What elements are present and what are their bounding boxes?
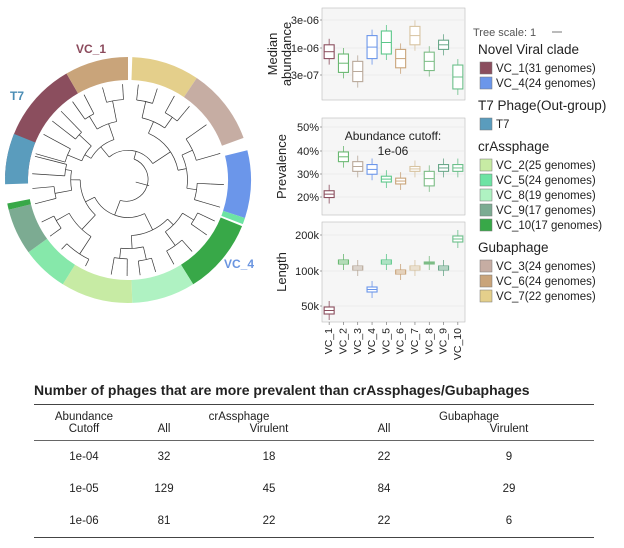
tree-labels: VC_1 T7 VC_4: [10, 42, 254, 271]
legend-group-title: Novel Viral clade: [478, 42, 579, 57]
prevalence-annotation-value: 1e-06: [378, 144, 409, 158]
ring-segment-vc2: [62, 264, 133, 304]
ring-segment-vc4: [223, 150, 251, 219]
table-row: 1e-04 32 18 22 9: [34, 440, 594, 473]
table-row: 1e-05 129 45 84 29: [69, 483, 516, 495]
legend-item-label: T7: [496, 119, 509, 131]
legend-group-title: crAssphage: [478, 139, 549, 154]
x-tick-label: VC_9: [438, 328, 450, 354]
tree-label-vc1: VC_1: [76, 42, 106, 56]
table-row: 1e-06 81 22 22 6: [34, 505, 594, 538]
tick-abundance: 1e-06: [291, 43, 319, 55]
ylabel-abundance: abundance: [279, 22, 294, 86]
tree-scale-label: Tree scale: 1: [473, 27, 536, 39]
ring-segment-vc5: [221, 210, 245, 225]
header-cutoff: Cutoff: [68, 423, 100, 435]
tick-prevalence: 30%: [297, 169, 319, 181]
legend-item-label: VC_7(22 genomes): [496, 291, 596, 303]
legend-swatch: [479, 158, 493, 172]
summary-table-block: Number of phages that are more prevalent…: [34, 382, 594, 538]
x-tick-label: VC_10: [452, 328, 464, 360]
legend-swatch: [479, 203, 493, 217]
x-tick-label: VC_7: [409, 328, 421, 354]
legend-item-label: VC_6(24 genomes): [496, 276, 596, 288]
ring-segment-vc7: [131, 57, 197, 98]
figure: VC_1 T7 VC_4 3e-06 1e-06 3e-07 Median abundanc…: [5, 7, 606, 360]
legend-swatch: [479, 61, 493, 75]
subheader-crass-virulent: Virulent: [249, 423, 289, 435]
legend-group-title: T7 Phage(Out-group): [478, 98, 606, 113]
legend-item-label: VC_9(17 genomes): [496, 205, 596, 217]
ring-segment-vc8: [131, 264, 194, 303]
legend-item-label: VC_8(19 genomes): [496, 190, 596, 202]
legend-swatch: [479, 76, 493, 90]
legend-swatch: [479, 117, 493, 131]
table-title: Number of phages that are more prevalent…: [34, 382, 530, 398]
tree-label-vc4: VC_4: [224, 257, 254, 271]
tick-prevalence: 40%: [297, 146, 319, 158]
x-tick-label: VC_4: [366, 328, 378, 354]
ring-segment-vc9: [8, 204, 48, 253]
header-abundance: Abundance: [34, 404, 134, 423]
legend-swatch: [479, 259, 493, 273]
ring-segment-vc3: [183, 78, 244, 146]
tree-ring: [5, 57, 251, 304]
ylabel-prevalence: Prevalence: [274, 134, 289, 199]
ring-segment-vc10: [180, 217, 243, 285]
phylogenetic-tree: [32, 84, 224, 276]
table-header-row: Abundance crAssphage Gubaphage: [34, 404, 594, 423]
legend-swatch: [479, 218, 493, 232]
ring-segment-vc10: [7, 199, 31, 210]
tick-prevalence: 50%: [297, 122, 319, 134]
tick-length: 50k: [301, 301, 319, 313]
legend-item-label: VC_1(31 genomes): [496, 63, 596, 75]
legend-item-label: VC_5(24 genomes): [496, 175, 596, 187]
legend-item-label: VC_3(24 genomes): [496, 261, 596, 273]
tick-prevalence: 20%: [297, 192, 319, 204]
header-crassphage: crAssphage: [134, 404, 344, 423]
legend-item-label: VC_2(25 genomes): [496, 160, 596, 172]
ylabel-abundance: Median: [265, 33, 280, 76]
boxplot-panels: 3e-06 1e-06 3e-07 Median abundance 50% 40% 30% 2…: [265, 7, 466, 360]
legend-swatch: [479, 274, 493, 288]
tick-abundance: 3e-07: [291, 70, 319, 82]
summary-table: Abundance crAssphage Gubaphage Cutoff Al…: [34, 404, 594, 538]
legend-item-label: VC_10(17 genomes): [496, 220, 602, 232]
legend-group-title: Gubaphage: [478, 240, 549, 255]
subheader-guba-virulent: Virulent: [489, 423, 529, 435]
subheader-crass-all: All: [157, 423, 171, 435]
ring-segment-t7: [5, 133, 36, 185]
ring-segment-vc5: [28, 238, 76, 285]
x-tick-label: VC_2: [337, 328, 349, 354]
prevalence-annotation: Abundance cutoff:: [345, 129, 442, 143]
tick-abundance: 3e-06: [291, 15, 319, 27]
x-tick-label: VC_5: [380, 328, 392, 354]
legend-swatch: [479, 173, 493, 187]
ring-segment-vc6: [66, 57, 128, 94]
subheader-guba-all: All: [377, 423, 391, 435]
x-tick-label: VC_6: [395, 328, 407, 354]
table-subheader-row: Cutoff All Virulent All Virulent: [34, 423, 594, 441]
tree-label-t7: T7: [10, 89, 24, 103]
legend-swatch: [479, 188, 493, 202]
x-tick-label: VC_8: [423, 328, 435, 354]
panel-length: [321, 221, 466, 323]
header-gubaphage: Gubaphage: [344, 404, 594, 423]
legend-item-label: VC_4(24 genomes): [496, 78, 596, 90]
tick-length: 200k: [295, 230, 319, 242]
tick-length: 100k: [295, 266, 319, 278]
x-tick-label: VC_3: [352, 328, 364, 354]
legend-swatch: [479, 289, 493, 303]
x-tick-label: VC_1: [323, 328, 335, 354]
legend: Tree scale: 1 Novel Viral clade VC_1(31 ge…: [473, 27, 606, 303]
ylabel-length: Length: [274, 252, 289, 292]
